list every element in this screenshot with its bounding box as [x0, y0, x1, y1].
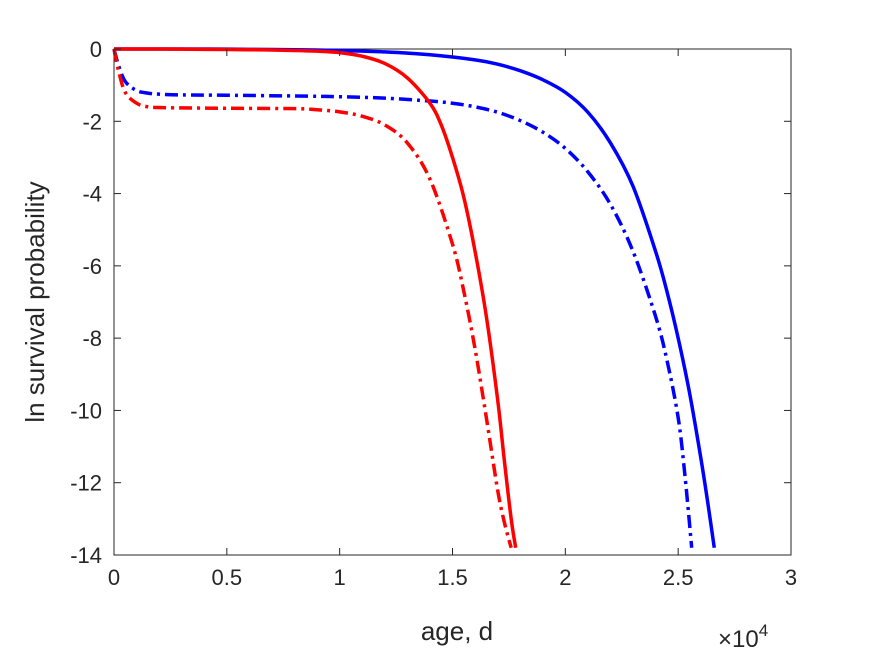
- y-axis-label: ln survival probability: [20, 181, 50, 422]
- x-tick-label: 1.5: [437, 565, 468, 590]
- x-multiplier-prefix: ×: [718, 626, 732, 653]
- x-tick-label: 2: [559, 565, 571, 590]
- series-layer: [112, 47, 717, 549]
- y-tick-label: -2: [82, 109, 102, 134]
- x-tick-label: 2.5: [663, 565, 694, 590]
- x-axis-multiplier: ×104: [718, 621, 768, 653]
- x-tick-label: 0.5: [212, 565, 243, 590]
- series-line-4: [112, 48, 513, 549]
- y-tick-label: -6: [82, 254, 102, 279]
- plot-area: [113, 48, 792, 556]
- y-tick-label: -14: [70, 543, 102, 568]
- series-line-2: [112, 48, 694, 548]
- x-tick-label: 3: [785, 565, 797, 590]
- y-tick-label: -4: [82, 182, 102, 207]
- x-tick-label: 0: [108, 565, 120, 590]
- y-tick-label: -12: [70, 471, 102, 496]
- x-multiplier-base: 10: [732, 626, 759, 653]
- tick-layer: 0 0.5 1 1.5 2 2.5 3 0 -2 -4 -6 -8 -10 -12 -14: [70, 37, 797, 590]
- y-tick-label: -10: [70, 398, 102, 423]
- x-tick-label: 1: [334, 565, 346, 590]
- x-axis-label: age, d: [421, 616, 493, 646]
- y-tick-label: -8: [82, 326, 102, 351]
- series-line-3: [113, 47, 518, 549]
- x-multiplier-exponent: 4: [759, 621, 768, 640]
- y-tick-label: 0: [90, 37, 102, 62]
